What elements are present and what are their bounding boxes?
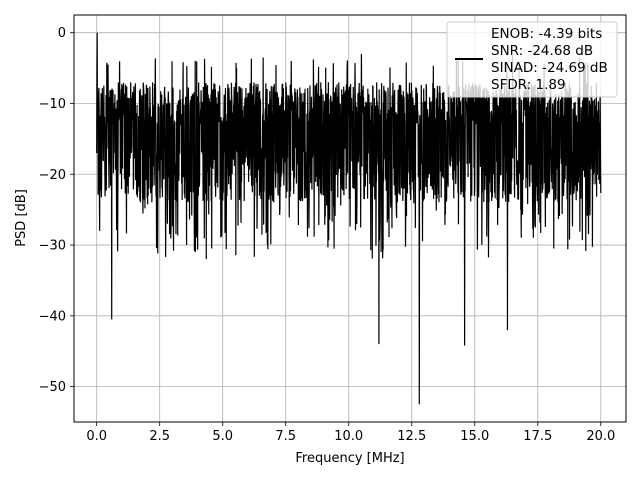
x-tick-label: 7.5 bbox=[275, 429, 296, 444]
legend-entry-sfdr: SFDR: 1.89 bbox=[491, 77, 566, 93]
psd-series-line bbox=[96, 32, 602, 405]
y-tick-label: −50 bbox=[39, 380, 66, 395]
x-axis-ticks: 0.0 2.5 5.0 7.5 10.0 12.5 15.0 17.5 20.0 bbox=[86, 422, 615, 444]
x-axis-label: Frequency [MHz] bbox=[295, 451, 404, 466]
plot-area bbox=[96, 32, 602, 405]
x-tick-label: 0.0 bbox=[86, 429, 107, 444]
x-tick-label: 5.0 bbox=[212, 429, 233, 444]
y-tick-label: −40 bbox=[39, 309, 66, 324]
x-tick-label: 12.5 bbox=[397, 429, 426, 444]
y-tick-label: −30 bbox=[39, 239, 66, 254]
x-tick-label: 15.0 bbox=[460, 429, 489, 444]
legend-entry-snr: SNR: -24.68 dB bbox=[491, 43, 593, 59]
x-tick-label: 17.5 bbox=[523, 429, 552, 444]
legend-entry-enob: ENOB: -4.39 bits bbox=[491, 26, 602, 42]
axes-frame bbox=[73, 14, 627, 423]
x-tick-label: 2.5 bbox=[149, 429, 170, 444]
x-tick-label: 10.0 bbox=[334, 429, 363, 444]
legend: ENOB: -4.39 bits SNR: -24.68 dB SINAD: -… bbox=[446, 21, 618, 98]
y-axis-ticks: 0 −10 −20 −30 −40 −50 bbox=[39, 26, 74, 395]
y-tick-label: 0 bbox=[58, 26, 66, 41]
y-axis-label: PSD [dB] bbox=[14, 189, 29, 247]
y-tick-label: −10 bbox=[39, 97, 66, 112]
y-tick-label: −20 bbox=[39, 168, 66, 183]
x-tick-label: 20.0 bbox=[586, 429, 615, 444]
legend-box bbox=[446, 21, 618, 98]
legend-entry-sinad: SINAD: -24.69 dB bbox=[491, 60, 608, 76]
